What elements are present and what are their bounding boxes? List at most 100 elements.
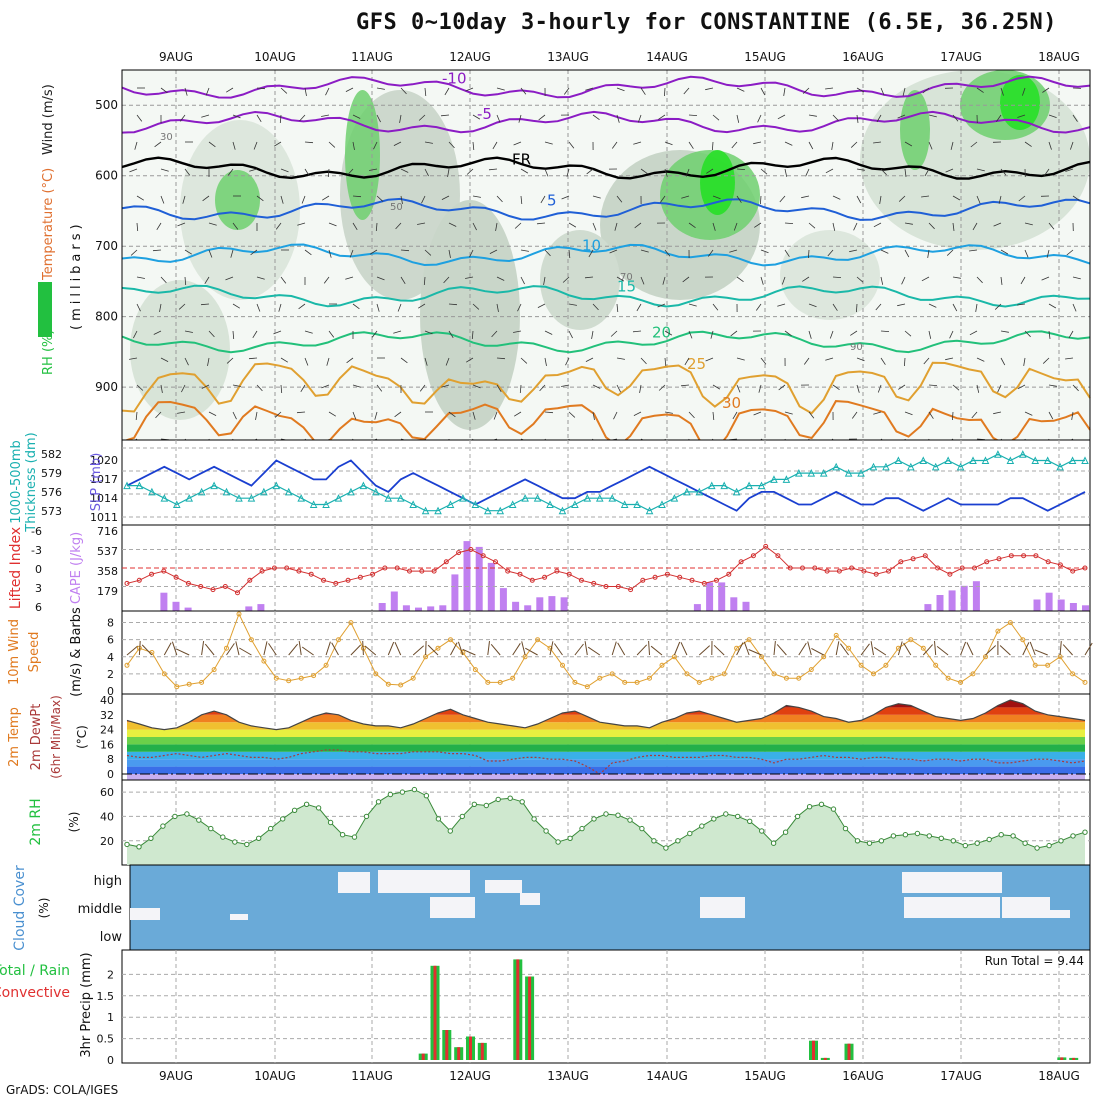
cape-tick-label: 358	[97, 565, 118, 578]
rh-marker	[891, 834, 895, 838]
rh-marker	[352, 835, 356, 839]
rh-marker	[340, 833, 344, 837]
rh-marker	[760, 829, 764, 833]
rh-marker	[867, 841, 871, 845]
convective-bar	[1072, 1058, 1075, 1060]
cloud-clear-area	[230, 914, 248, 920]
rh-marker	[771, 841, 775, 845]
rh-marker	[700, 824, 704, 828]
cape-bar	[561, 597, 568, 611]
cape-bar	[1058, 600, 1065, 612]
rh-marker	[975, 841, 979, 845]
rh-marker	[376, 800, 380, 804]
ylabel-line: Wind (m/s)	[41, 84, 56, 155]
precip-tick-label: 2	[107, 968, 114, 981]
rh-marker	[412, 787, 416, 791]
cape-bar	[730, 597, 737, 611]
ylabel-text: (m/s) & Barbs	[69, 607, 84, 697]
cape-bar	[536, 597, 543, 611]
pressure-tick-label: 500	[95, 98, 118, 112]
rh-marker	[484, 803, 488, 807]
cape-bar	[160, 593, 167, 611]
cape-bar	[1046, 593, 1053, 611]
ylabel-text: 2m Temp	[7, 707, 22, 767]
cloud-level-label: low	[100, 930, 123, 945]
rh-marker	[1023, 841, 1027, 845]
temperature-band	[122, 759, 1090, 766]
rh-marker	[316, 806, 320, 810]
wind-tick-label: 6	[107, 634, 114, 647]
rh-marker	[688, 831, 692, 835]
convective-bar	[812, 1041, 815, 1060]
isotherm-label: 20	[652, 323, 671, 341]
rh-marker	[712, 817, 716, 821]
rh-2m-panel: 2040602m RH (%)	[28, 780, 1090, 865]
slp-thickness-panel: 10111014101710205735765795821000-500mb Th…	[9, 432, 1090, 532]
rh-marker	[783, 830, 787, 834]
cape-bar	[451, 574, 458, 611]
lifted-index-cape-panel: -6-3036179358537716Lifted Index CAPE (J/k…	[8, 525, 1090, 614]
rh-marker	[364, 814, 368, 818]
panel-ylabel: (m/s) & Barbs	[69, 607, 84, 697]
precip-tick-label: 1	[107, 1011, 114, 1024]
cape-bar	[694, 604, 701, 611]
rh-marker	[221, 835, 225, 839]
date-label-top: 12AUG	[449, 50, 491, 64]
rh-marker	[903, 833, 907, 837]
li-tick-label: 3	[35, 582, 42, 595]
cape-bar	[524, 605, 531, 611]
rh-marker	[568, 836, 572, 840]
thickness-tick-label: 573	[41, 505, 62, 518]
rh-marker	[664, 846, 668, 850]
panel-ylabel: (6hr Min/Max)	[49, 695, 63, 779]
date-label-top: 11AUG	[351, 50, 393, 64]
cape-bar	[173, 602, 180, 611]
ylabel-line: (millibars)	[69, 220, 84, 330]
rh-contour-label: 30	[160, 132, 173, 143]
rh-tick-label: 60	[100, 786, 114, 799]
ylabel-text: Cloud Cover	[12, 865, 28, 951]
rh-marker	[436, 817, 440, 821]
rh-marker	[676, 839, 680, 843]
rh-marker	[987, 837, 991, 841]
rh-marker	[460, 814, 464, 818]
date-label-bottom: 18AUG	[1038, 1069, 1080, 1083]
rh-shading	[540, 230, 620, 330]
rh-contour-label: 70	[620, 272, 633, 283]
cloud-clear-area	[430, 897, 475, 918]
date-label-top: 17AUG	[940, 50, 982, 64]
panel-ylabel: 1000-500mb Thickness (dm)	[9, 432, 39, 532]
rh-marker	[795, 814, 799, 818]
rh-marker	[640, 826, 644, 830]
cape-bar	[961, 586, 968, 611]
ylabel-text: CAPE (J/kg)	[69, 532, 84, 604]
wind-barb	[426, 641, 427, 655]
pressure-tick-label: 900	[95, 380, 118, 394]
cloud-clear-area	[950, 872, 1000, 883]
cape-bar	[403, 605, 410, 611]
cape-bar	[257, 604, 264, 611]
rh-marker	[520, 800, 524, 804]
date-label-bottom: 12AUG	[449, 1069, 491, 1083]
temp-tick-label: 0	[107, 768, 114, 781]
panel-ylabel: SLP (mb)	[89, 453, 104, 512]
cape-bar	[937, 595, 944, 611]
cape-bar	[500, 588, 507, 611]
cloud-clear-area	[520, 893, 540, 905]
cloud-cover-panel: highmiddlelowCloud Cover (%)	[12, 865, 1090, 951]
wind-tick-label: 2	[107, 668, 114, 681]
thickness-tick-label: 579	[41, 467, 62, 480]
temp-tick-label: 16	[100, 738, 114, 751]
rh-marker	[257, 836, 261, 840]
ylabel-text: 2m DewPt	[29, 704, 44, 771]
rh-marker	[388, 792, 392, 796]
convective-bar	[457, 1047, 460, 1060]
precip-legend-convective: Convective	[0, 985, 70, 1001]
cape-bar	[391, 592, 398, 612]
panel-ylabel: 10m Wind	[7, 619, 22, 685]
thickness-tick-label: 576	[41, 486, 62, 499]
panel-ylabel: 2m Temp	[7, 707, 22, 767]
rh-marker	[819, 802, 823, 806]
cape-bar	[743, 602, 750, 611]
rh-marker	[580, 826, 584, 830]
